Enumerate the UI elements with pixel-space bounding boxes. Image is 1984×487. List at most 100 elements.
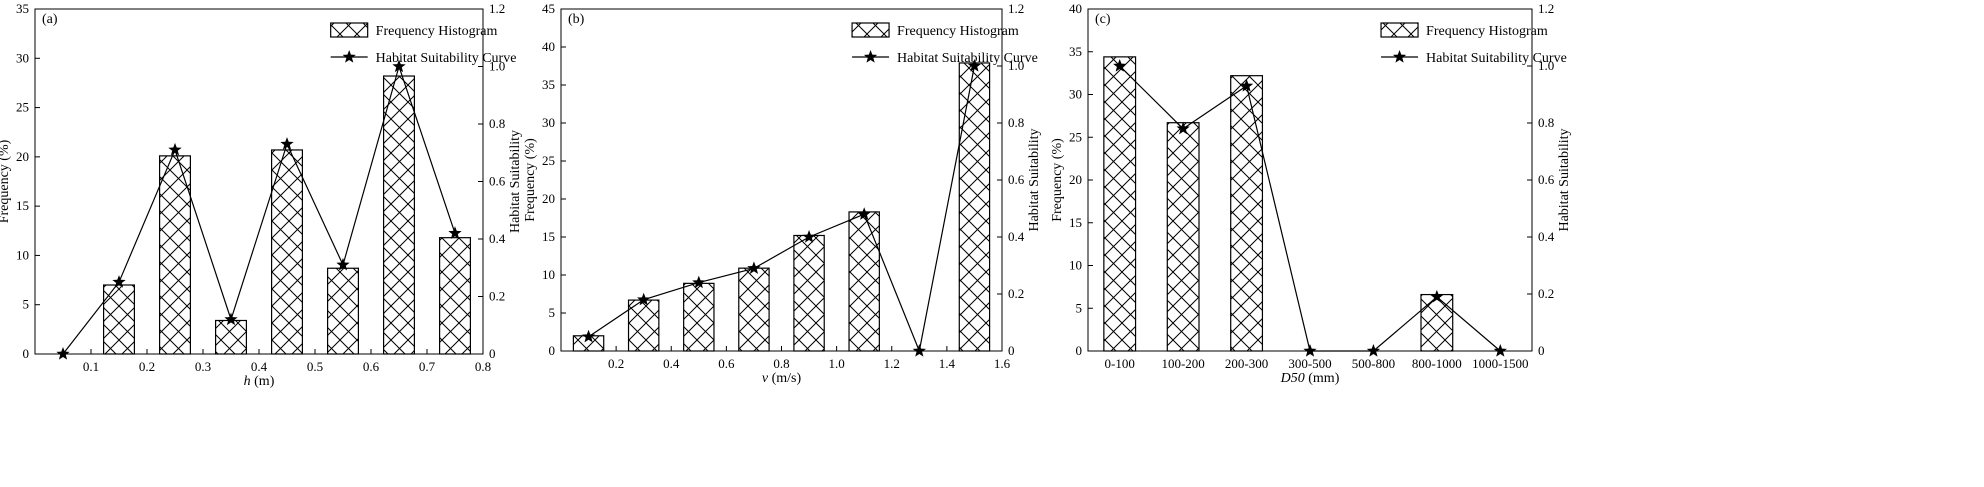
y-tick-label: 5 [549,305,556,320]
suitability-point [692,275,706,289]
y2-tick-label: 0 [1008,343,1015,358]
legend-label-histogram: Frequency Histogram [1426,24,1548,39]
histogram-bar [738,267,770,352]
x-tick-label: 0.4 [251,359,268,374]
y-tick-label: 30 [1069,87,1082,102]
histogram-bar [271,149,304,355]
y2-tick-label: 1.0 [489,59,505,74]
x-tick-label: 1.4 [939,356,956,371]
suitability-point [1239,78,1254,92]
y-tick-label: 20 [16,149,29,164]
suitability-point [747,261,761,275]
suitability-curve [62,64,456,355]
chart-panel-a: 0 5 10 15 20 25 30 35 0 0.2 0.4 0.6 0.8 1.0 1.2 0.1 0.2 0… [0,1,523,389]
x-axis-variable: h [244,374,251,389]
y2-axis-label: Habitat Suitability [508,130,523,233]
y2-tick-label: 1.0 [1538,58,1554,73]
legend-label-curve: Habitat Suitability Curve [376,51,517,66]
y-tick-label: 35 [1069,44,1082,59]
y-axis-label: Frequency (%) [1050,138,1065,222]
y-tick-label: 25 [542,153,555,168]
x-axis-label: v (m/s) [762,371,802,386]
histogram-bar [793,234,825,352]
suitability-point [1430,289,1444,303]
histogram-bar [327,267,360,355]
x-axis-unit: (mm) [1305,371,1340,386]
suitability-point [802,230,816,243]
x-tick-label: 1.2 [884,356,900,371]
suitability-point [336,257,350,271]
y2-tick-label: 0.8 [489,116,505,131]
y-tick-label: 15 [1069,215,1082,230]
y-tick-label: 5 [23,297,30,312]
y-tick-label: 0 [1076,343,1083,358]
x-axis-label: D50 (mm) [1280,371,1340,386]
y2-tick-label: 1.2 [489,1,505,16]
panel-label: (c) [1095,12,1111,27]
y-tick-label: 35 [542,77,555,92]
x-axis-unit: (m/s) [768,371,801,386]
y-tick-label: 10 [1069,258,1082,273]
histogram-bar [1103,56,1137,352]
x-axis-unit: (m) [251,374,275,389]
histogram-bar [683,282,715,352]
y-tick-label: 30 [16,50,29,65]
suitability-point [581,329,596,343]
y-tick-label: 30 [542,115,555,130]
y-tick-label: 15 [542,229,555,244]
y2-tick-label: 0.4 [1008,229,1025,244]
x-tick-label: 0.6 [718,356,735,371]
legend-label-curve: Habitat Suitability Curve [897,51,1038,66]
suitability-point [112,275,126,288]
suitability-point [1493,344,1507,357]
suitability-point [168,142,182,156]
y-tick-label: 0 [549,343,556,358]
x-tick-label: 0.2 [139,359,155,374]
y2-tick-label: 0.4 [489,231,506,246]
panel-label: (a) [42,12,58,27]
y2-tick-label: 0.2 [489,289,505,304]
suitability-point [1176,121,1190,135]
x-tick-label: 0.8 [475,359,491,374]
histogram-bar [1420,293,1454,352]
legend-label-histogram: Frequency Histogram [897,24,1019,39]
y2-tick-label: 0.4 [1538,229,1555,244]
x-tick-label: 0.5 [307,359,323,374]
x-tick-label: 0.1 [83,359,99,374]
legend-star-icon [342,50,356,63]
x-tick-label: 1.6 [994,356,1011,371]
y-tick-label: 15 [16,198,29,213]
y2-tick-label: 0.2 [1008,286,1024,301]
histogram-bar [1166,122,1200,352]
y-tick-label: 20 [1069,172,1082,187]
histogram-bar [159,155,192,355]
y-tick-label: 10 [16,247,29,262]
x-axis-variable: v [762,371,769,386]
y-tick-label: 45 [542,1,555,16]
suitability-point [857,207,871,220]
suitability-point [912,344,926,357]
suitability-point [967,59,982,72]
y2-tick-label: 0.6 [489,174,506,189]
x-tick-label: 0.3 [195,359,211,374]
x-tick-label: 100-200 [1161,356,1204,371]
suitability-point [1113,59,1127,72]
y-tick-label: 10 [542,267,555,282]
suitability-point [1366,344,1381,357]
legend-hatch-swatch [851,22,890,38]
y2-tick-label: 1.0 [1008,58,1024,73]
histogram-bar [215,319,248,355]
chart-panel-c: 0 5 10 15 20 25 30 35 40 0 0.2 0.4 0.6 0.8 1.0 1.2 0-100… [1050,1,1572,386]
y2-tick-label: 0.6 [1008,172,1025,187]
suitability-point [224,312,238,326]
legend-hatch-swatch [1380,22,1419,38]
y-tick-label: 25 [16,100,29,115]
y2-tick-label: 0 [489,346,496,361]
y2-tick-label: 1.2 [1538,1,1554,16]
x-tick-label: 500-800 [1352,356,1395,371]
y2-tick-label: 0.8 [1538,115,1554,130]
legend-label-histogram: Frequency Histogram [376,24,498,39]
x-tick-label: 0-100 [1105,356,1135,371]
x-tick-label: 0.2 [608,356,624,371]
